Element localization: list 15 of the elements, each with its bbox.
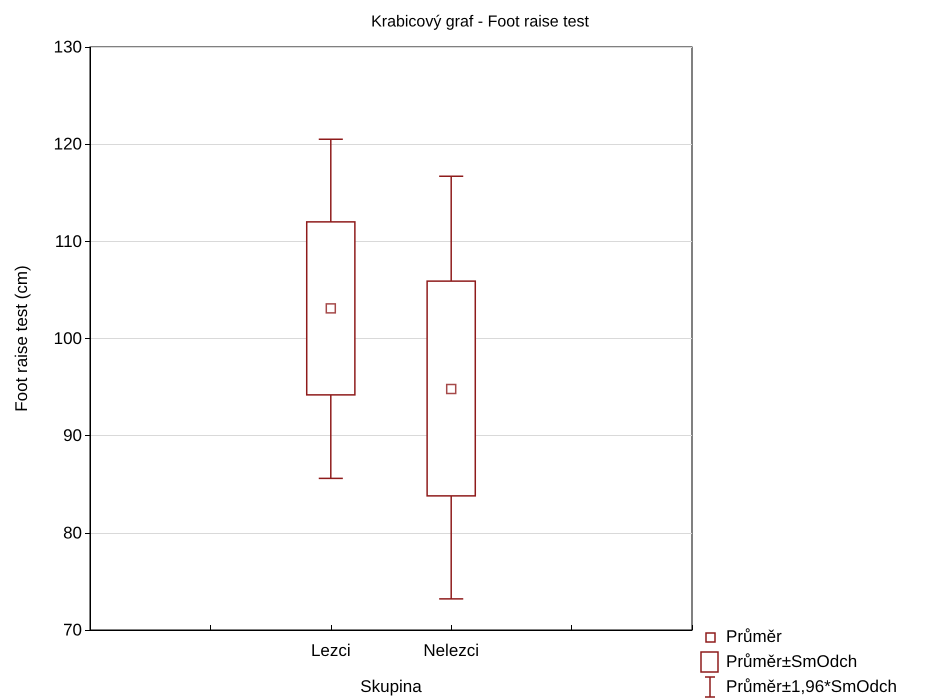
y-tick-label: 70 — [63, 620, 82, 640]
y-tick-label: 90 — [63, 426, 82, 446]
y-tick-label: 100 — [54, 329, 82, 348]
text: Průměr±1,96*SmOdch — [726, 676, 897, 696]
text: Průměr±SmOdch — [726, 652, 858, 672]
chart-title: Krabicový graf - Foot raise test — [371, 14, 590, 30]
y-axis-title: Foot raise test (cm) — [12, 265, 31, 412]
y-tick-label: 110 — [54, 232, 82, 251]
text: Průměr — [726, 626, 782, 646]
x-axis-title: Skupina — [360, 677, 422, 696]
y-tick-label: 80 — [63, 523, 82, 542]
y-tick-label: 130 — [54, 38, 82, 56]
x-tick-label: Lezci — [310, 641, 351, 660]
x-tick-label: Nelezci — [423, 641, 480, 660]
y-tick-label: 120 — [54, 134, 82, 154]
